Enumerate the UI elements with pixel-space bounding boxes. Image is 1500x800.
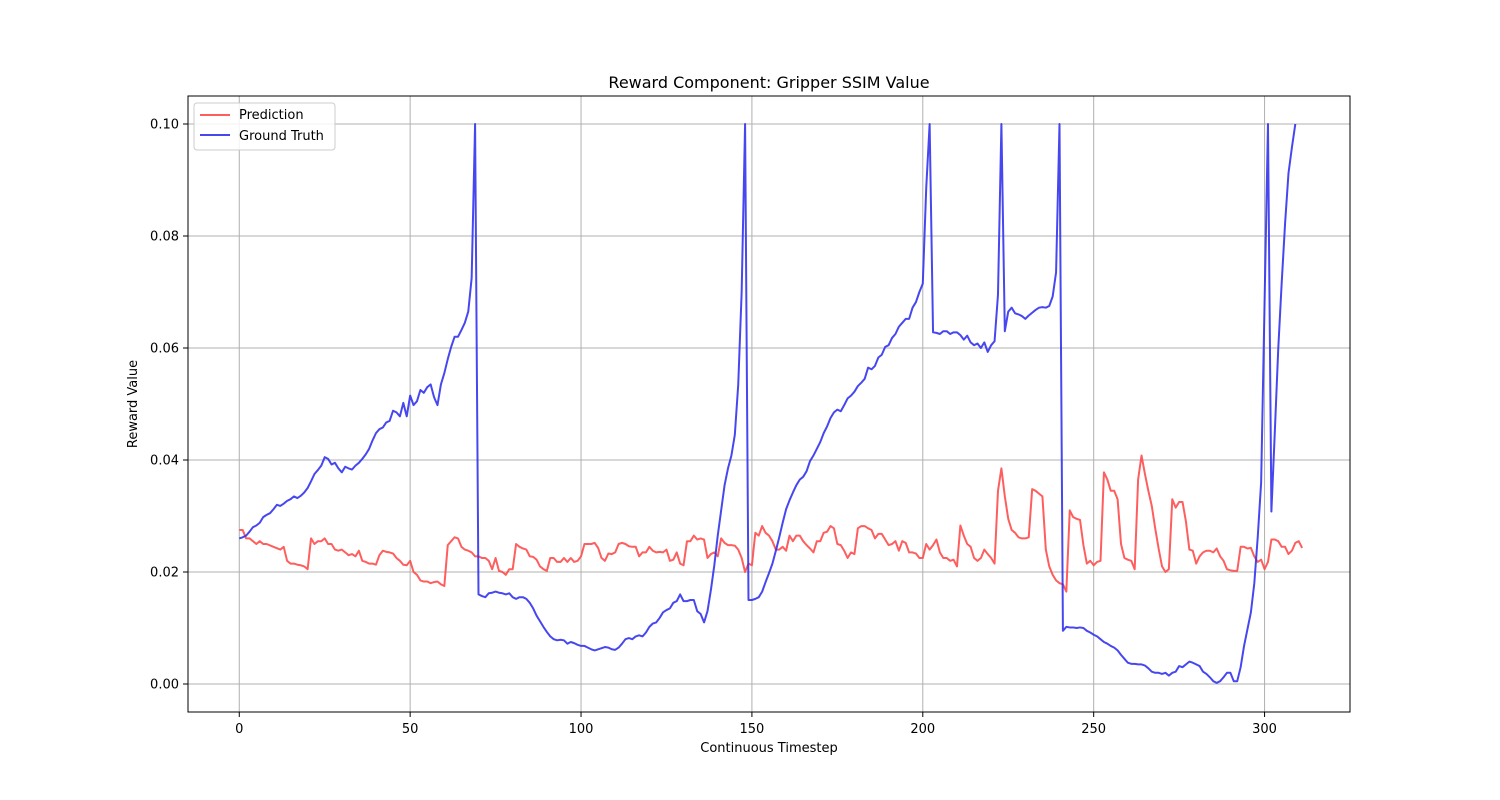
x-tick-label: 300 (1252, 722, 1277, 737)
x-tick-label: 50 (402, 722, 419, 737)
y-tick-label: 0.04 (150, 454, 179, 469)
series-line-ground-truth (238, 123, 1297, 684)
y-tick-label: 0.00 (150, 678, 179, 693)
x-axis-label: Continuous Timestep (700, 741, 838, 756)
series-lines (238, 123, 1304, 684)
y-tick-label: 0.02 (150, 566, 179, 581)
x-tick-label: 100 (569, 722, 594, 737)
chart-title: Reward Component: Gripper SSIM Value (608, 73, 929, 92)
x-axis: 0 50 100 150 200 250 300 (235, 712, 1277, 737)
legend-label-ground-truth: Ground Truth (239, 129, 324, 144)
x-tick-label: 150 (739, 722, 764, 737)
x-tick-label: 250 (1081, 722, 1106, 737)
legend-label-prediction: Prediction (239, 108, 304, 123)
x-tick-label: 0 (235, 722, 243, 737)
y-axis-label: Reward Value (126, 360, 141, 448)
grid (188, 96, 1350, 712)
y-tick-label: 0.10 (150, 118, 179, 133)
series-line-prediction (239, 454, 1304, 593)
y-tick-label: 0.08 (150, 230, 179, 245)
legend: Prediction Ground Truth (193, 102, 336, 151)
x-tick-label: 200 (910, 722, 935, 737)
y-tick-label: 0.06 (150, 342, 179, 357)
y-axis: 0.00 0.02 0.04 0.06 0.08 0.10 (150, 118, 188, 693)
plot-frame (187, 95, 1351, 713)
